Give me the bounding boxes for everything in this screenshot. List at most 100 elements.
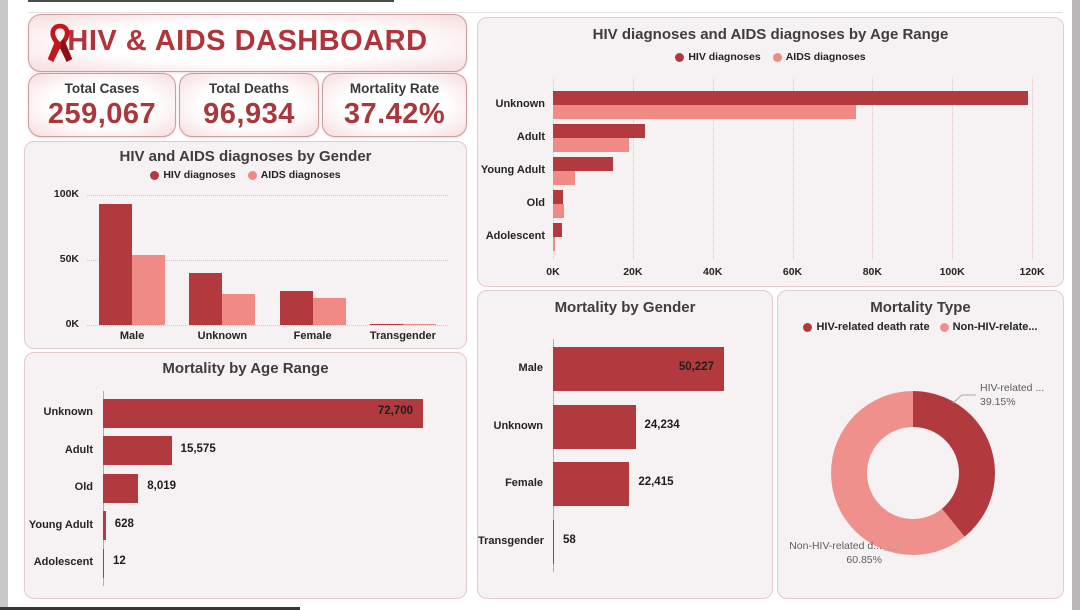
callout-hiv-related: HIV-related ... 39.15% bbox=[980, 381, 1060, 409]
category-label: Male bbox=[119, 330, 145, 342]
legend-dot-non-hiv-related bbox=[939, 322, 949, 332]
bar-adolescent-hiv-diagnoses[interactable] bbox=[553, 222, 563, 237]
mortality-type-donut[interactable] bbox=[831, 391, 995, 555]
panel-mortality-type[interactable]: Mortality Type HIV-related death rate No… bbox=[777, 290, 1064, 599]
kpi-value: 96,934 bbox=[203, 98, 295, 130]
kpi-card-mortality-rate[interactable]: Mortality Rate 37.42% bbox=[322, 73, 467, 137]
axis-tick: 120K bbox=[1019, 266, 1045, 278]
value-label: 58 bbox=[563, 533, 576, 546]
chart-title: Mortality by Age Range bbox=[162, 360, 329, 377]
gridline bbox=[632, 78, 634, 259]
bar-unknown-hiv-diagnoses[interactable] bbox=[189, 273, 223, 325]
bar-unknown-aids-diagnoses[interactable] bbox=[222, 293, 256, 325]
kpi-value: 259,067 bbox=[47, 98, 157, 130]
bar-adolescent-aids-diagnoses[interactable] bbox=[553, 236, 555, 251]
gridline bbox=[952, 78, 954, 259]
legend: HIV diagnoses AIDS diagnoses bbox=[478, 51, 1063, 63]
legend-item-hiv[interactable]: HIV diagnoses bbox=[675, 51, 761, 63]
category-label: Young Adult bbox=[28, 518, 93, 531]
gridline bbox=[87, 195, 448, 197]
dashboard-title-card: HIV & AIDS DASHBOARD bbox=[28, 14, 467, 72]
panel-mortality-age[interactable]: Mortality by Age Range 72,700 Unknown 15,5… bbox=[24, 352, 467, 599]
legend-item-aids[interactable]: AIDS diagnoses bbox=[247, 169, 341, 181]
legend-dot-hiv bbox=[150, 170, 160, 180]
bar-unknown[interactable] bbox=[103, 398, 423, 428]
category-label: Transgender bbox=[478, 534, 545, 547]
legend-item-hiv[interactable]: HIV diagnoses bbox=[150, 169, 236, 181]
category-label: Old bbox=[526, 196, 545, 209]
category-label: Female bbox=[505, 477, 543, 489]
category-label: Female bbox=[293, 330, 332, 342]
gridline bbox=[712, 78, 714, 259]
gridline bbox=[87, 260, 448, 262]
panel-gender-diagnoses[interactable]: HIV and AIDS diagnoses by Gender HIV dia… bbox=[24, 141, 467, 349]
axis-tick: 100K bbox=[939, 266, 965, 278]
bar-old[interactable] bbox=[103, 473, 139, 503]
bar-young-adult-hiv-diagnoses[interactable] bbox=[553, 156, 613, 171]
kpi-card-total-cases[interactable]: Total Cases 259,067 bbox=[28, 73, 176, 137]
bar-adolescent[interactable] bbox=[103, 548, 104, 578]
axis-tick: 20K bbox=[623, 266, 643, 278]
bar-transgender[interactable] bbox=[553, 519, 554, 564]
category-label: Unknown bbox=[43, 406, 94, 418]
category-label: Unknown bbox=[493, 419, 544, 432]
legend-label: Non-HIV-relate... bbox=[952, 321, 1038, 333]
gridline bbox=[1032, 78, 1033, 259]
bar-male-hiv-diagnoses[interactable] bbox=[99, 204, 133, 325]
category-label: Adolescent bbox=[485, 229, 545, 242]
legend-item-aids[interactable]: AIDS diagnoses bbox=[772, 51, 866, 63]
value-label: 50,227 bbox=[678, 361, 714, 373]
axis-line bbox=[553, 339, 554, 572]
value-label: 628 bbox=[114, 517, 134, 530]
bar-unknown-aids-diagnoses[interactable] bbox=[553, 104, 857, 119]
category-label: Old bbox=[74, 481, 93, 493]
chart-title: Mortality by Gender bbox=[554, 299, 696, 316]
panel-mortality-gender[interactable]: Mortality by Gender 50,227 Male 24,234 Unkn… bbox=[477, 290, 773, 599]
bar-old-hiv-diagnoses[interactable] bbox=[553, 189, 563, 204]
bar-adult-aids-diagnoses[interactable] bbox=[553, 137, 629, 152]
category-label: Unknown bbox=[197, 330, 248, 342]
window-edge-left bbox=[0, 0, 8, 610]
axis-tick: 60K bbox=[782, 266, 803, 278]
axis-tick: 0K bbox=[65, 318, 79, 330]
axis-tick: 100K bbox=[53, 188, 79, 201]
category-label: Male bbox=[518, 362, 543, 374]
donut-hole bbox=[867, 427, 959, 519]
legend-label: AIDS diagnoses bbox=[785, 51, 866, 63]
bar-adult-hiv-diagnoses[interactable] bbox=[553, 123, 645, 138]
bar-young-adult-aids-diagnoses[interactable] bbox=[553, 170, 575, 185]
bar-female[interactable] bbox=[553, 462, 630, 506]
bar-adult[interactable] bbox=[103, 436, 172, 465]
axis-tick: 80K bbox=[862, 266, 882, 278]
value-label: 24,234 bbox=[644, 418, 680, 431]
report-top-hairline bbox=[28, 12, 1062, 13]
bar-female-aids-diagnoses[interactable] bbox=[312, 298, 346, 325]
panel-age-diagnoses[interactable]: HIV diagnoses and AIDS diagnoses by Age … bbox=[477, 17, 1064, 287]
kpi-label: Mortality Rate bbox=[349, 81, 440, 96]
callout-label: Non-HIV-related d... bbox=[789, 540, 882, 552]
legend-label: AIDS diagnoses bbox=[260, 169, 341, 181]
bar-unknown-hiv-diagnoses[interactable] bbox=[553, 90, 1028, 105]
bar-old-aids-diagnoses[interactable] bbox=[553, 203, 564, 218]
legend-label: HIV-related death rate bbox=[816, 321, 930, 333]
bar-young-adult[interactable] bbox=[103, 511, 106, 540]
value-label: 72,700 bbox=[377, 405, 413, 417]
bar-unknown[interactable] bbox=[553, 404, 636, 449]
legend-item-hiv-related[interactable]: HIV-related death rate bbox=[803, 321, 930, 333]
category-label: Unknown bbox=[495, 97, 546, 110]
bar-male-aids-diagnoses[interactable] bbox=[132, 254, 166, 325]
callout-non-hiv-related: Non-HIV-related d... 60.85% bbox=[786, 539, 882, 567]
legend-item-non-hiv-related[interactable]: Non-HIV-relate... bbox=[939, 321, 1038, 333]
bar-transgender-hiv-diagnoses[interactable] bbox=[369, 324, 403, 325]
kpi-card-total-deaths[interactable]: Total Deaths 96,934 bbox=[179, 73, 319, 137]
category-label: Adolescent bbox=[33, 556, 93, 568]
category-label: Transgender bbox=[369, 330, 436, 342]
legend: HIV diagnoses AIDS diagnoses bbox=[25, 169, 466, 181]
callout-value: 39.15% bbox=[980, 396, 1016, 408]
bar-transgender-aids-diagnoses[interactable] bbox=[402, 324, 436, 325]
bar-female-hiv-diagnoses[interactable] bbox=[279, 291, 313, 325]
dashboard-title: HIV & AIDS DASHBOARD bbox=[67, 25, 428, 57]
bar-male[interactable] bbox=[553, 347, 724, 391]
category-label: Adult bbox=[516, 130, 545, 143]
legend-dot-hiv bbox=[675, 52, 685, 62]
